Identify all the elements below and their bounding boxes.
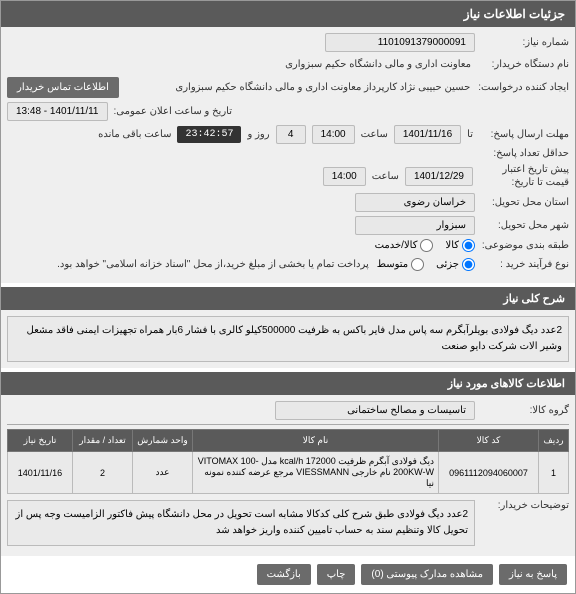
cell-name: دیگ فولادی آبگرم ظرفیت kcal/h 172000 مدل… [193,452,439,494]
category-radio-group: کالا کالا/خدمت [375,239,475,252]
table-row: 1 0961112094060007 دیگ فولادی آبگرم ظرفی… [8,452,569,494]
validity-date: 1401/12/29 [405,167,473,186]
category-goods-option[interactable]: کالا [445,239,475,252]
need-number-label: شماره نیاز: [479,37,569,48]
process-partial-radio[interactable] [462,258,475,271]
process-label: نوع فرآیند خرید : [479,259,569,270]
col-name: نام کالا [193,430,439,452]
city-label: شهر محل تحویل: [479,220,569,231]
announce-label: تاریخ و ساعت اعلان عمومی: [114,106,233,117]
city-value: سبزوار [355,216,475,235]
notes-label: توضیحات خریدار: [479,500,569,511]
group-value: تاسیسات و مصالح ساختمانی [275,401,475,420]
province-value: خراسان رضوی [355,193,475,212]
attachments-button[interactable]: مشاهده مدارک پیوستی (0) [361,564,493,585]
category-label: طبقه بندی موضوعی: [479,240,569,251]
days-label: روز و [247,129,269,140]
deadline-time: 14:00 [312,125,355,144]
goods-section-title: اطلاعات کالاهای مورد نیاز [1,372,575,395]
desc-section-title: شرح کلی نیاز [1,287,575,310]
category-goods-radio[interactable] [462,239,475,252]
cell-idx: 1 [539,452,569,494]
hour-label-2: ساعت [372,171,399,182]
cell-date: 1401/11/16 [8,452,73,494]
province-label: استان محل تحویل: [479,197,569,208]
deadline-until: تا [467,129,473,140]
hour-label-1: ساعت [361,129,388,140]
contact-button[interactable]: اطلاعات تماس خریدار [7,77,119,98]
announce-value: 1401/11/11 - 13:48 [7,102,108,121]
org-label: نام دستگاه خریدار: [479,59,569,70]
col-date: تاریخ نیاز [8,430,73,452]
main-panel: جزئیات اطلاعات نیاز شماره نیاز: 11010913… [0,0,576,594]
deadline-date: 1401/11/16 [394,125,461,144]
col-unit: واحد شمارش [133,430,193,452]
creator-label: ایجاد کننده درخواست: [478,82,569,93]
panel-header: جزئیات اطلاعات نیاز [1,1,575,27]
deadline-label: مهلت ارسال پاسخ: [479,129,569,140]
remain-label: ساعت باقی مانده [98,129,171,140]
group-label: گروه کالا: [479,405,569,416]
info-area: شماره نیاز: 1101091379000091 نام دستگاه … [1,27,575,283]
validity-label: پیش تاریخ اعتبار قیمت تا تاریخ: [479,163,569,189]
days-value: 4 [276,125,306,144]
col-idx: ردیف [539,430,569,452]
footer-buttons: پاسخ به نیاز مشاهده مدارک پیوستی (0) چاپ… [1,556,575,593]
table-header-row: ردیف کد کالا نام کالا واحد شمارش تعداد /… [8,430,569,452]
process-medium-radio[interactable] [411,258,424,271]
process-partial-option[interactable]: جزئی [436,258,475,271]
cell-code: 0961112094060007 [439,452,539,494]
countdown-timer: 23:42:57 [177,126,241,143]
response-button[interactable]: پاسخ به نیاز [499,564,567,585]
creator-value: حسین حبیبی نژاد کارپرداز معاونت اداری و … [123,79,474,96]
col-qty: تعداد / مقدار [73,430,133,452]
panel-title: جزئیات اطلاعات نیاز [464,7,565,21]
desc-text: 2عدد دیگ فولادی بویلرآبگرم سه پاس مدل فا… [7,316,569,362]
process-medium-option[interactable]: متوسط [377,258,424,271]
print-button[interactable]: چاپ [317,564,356,585]
need-number-value: 1101091379000091 [325,33,475,52]
cell-unit: عدد [133,452,193,494]
validity-time: 14:00 [323,167,366,186]
category-service-radio[interactable] [420,239,433,252]
back-button[interactable]: بازگشت [257,564,311,585]
col-code: کد کالا [439,430,539,452]
notes-text: 2عدد دیگ فولادی طبق شرح کلی کدکالا مشابه… [7,500,475,546]
goods-table: ردیف کد کالا نام کالا واحد شمارش تعداد /… [7,429,569,494]
process-radio-group: جزئی متوسط [377,258,475,271]
payment-note: پرداخت تمام یا بخشی از مبلغ خرید،از محل … [7,256,373,273]
cell-qty: 2 [73,452,133,494]
org-value: معاونت اداری و مالی دانشگاه حکیم سبزواری [281,56,475,73]
category-service-option[interactable]: کالا/خدمت [375,239,434,252]
min-bidders-label: حداقل تعداد پاسخ: [479,148,569,159]
